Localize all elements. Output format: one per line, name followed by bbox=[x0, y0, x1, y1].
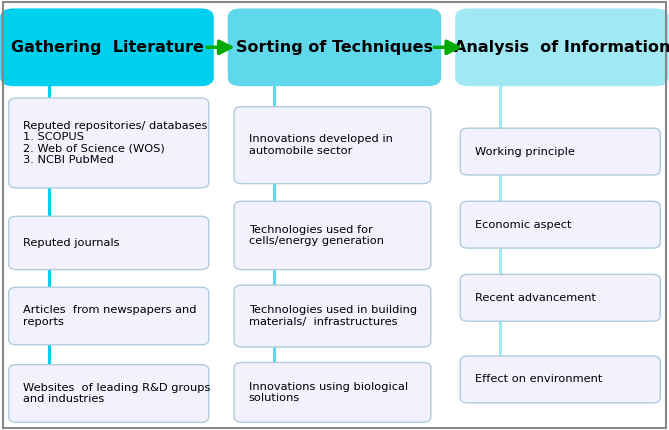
FancyBboxPatch shape bbox=[9, 365, 209, 422]
Text: Technologies used for
cells/energy generation: Technologies used for cells/energy gener… bbox=[249, 224, 384, 246]
FancyBboxPatch shape bbox=[9, 287, 209, 345]
Text: Analysis  of Information: Analysis of Information bbox=[454, 40, 669, 55]
FancyBboxPatch shape bbox=[1, 9, 213, 85]
Text: Working principle: Working principle bbox=[475, 147, 575, 157]
FancyBboxPatch shape bbox=[229, 9, 440, 85]
Text: Websites  of leading R&D groups
and industries: Websites of leading R&D groups and indus… bbox=[23, 383, 211, 404]
Text: Effect on environment: Effect on environment bbox=[475, 375, 602, 384]
Text: Technologies used in building
materials/  infrastructures: Technologies used in building materials/… bbox=[249, 305, 417, 327]
FancyBboxPatch shape bbox=[9, 98, 209, 188]
Text: Innovations developed in
automobile sector: Innovations developed in automobile sect… bbox=[249, 134, 393, 156]
FancyBboxPatch shape bbox=[460, 128, 660, 175]
Text: Recent advancement: Recent advancement bbox=[475, 293, 596, 303]
FancyBboxPatch shape bbox=[234, 285, 431, 347]
Text: Articles  from newspapers and
reports: Articles from newspapers and reports bbox=[23, 305, 197, 327]
Text: Innovations using biological
solutions: Innovations using biological solutions bbox=[249, 381, 408, 403]
Text: Reputed journals: Reputed journals bbox=[23, 238, 120, 248]
FancyBboxPatch shape bbox=[234, 201, 431, 270]
FancyBboxPatch shape bbox=[9, 216, 209, 270]
FancyBboxPatch shape bbox=[460, 356, 660, 403]
Text: Economic aspect: Economic aspect bbox=[475, 220, 571, 230]
FancyBboxPatch shape bbox=[234, 107, 431, 184]
Text: Gathering  Literature: Gathering Literature bbox=[11, 40, 203, 55]
Text: Reputed repositories/ databases
1. SCOPUS
2. Web of Science (WOS)
3. NCBI PubMed: Reputed repositories/ databases 1. SCOPU… bbox=[23, 120, 208, 166]
FancyBboxPatch shape bbox=[460, 274, 660, 321]
Text: Sorting of Techniques: Sorting of Techniques bbox=[236, 40, 433, 55]
FancyBboxPatch shape bbox=[456, 9, 668, 85]
FancyBboxPatch shape bbox=[234, 362, 431, 422]
FancyBboxPatch shape bbox=[460, 201, 660, 248]
